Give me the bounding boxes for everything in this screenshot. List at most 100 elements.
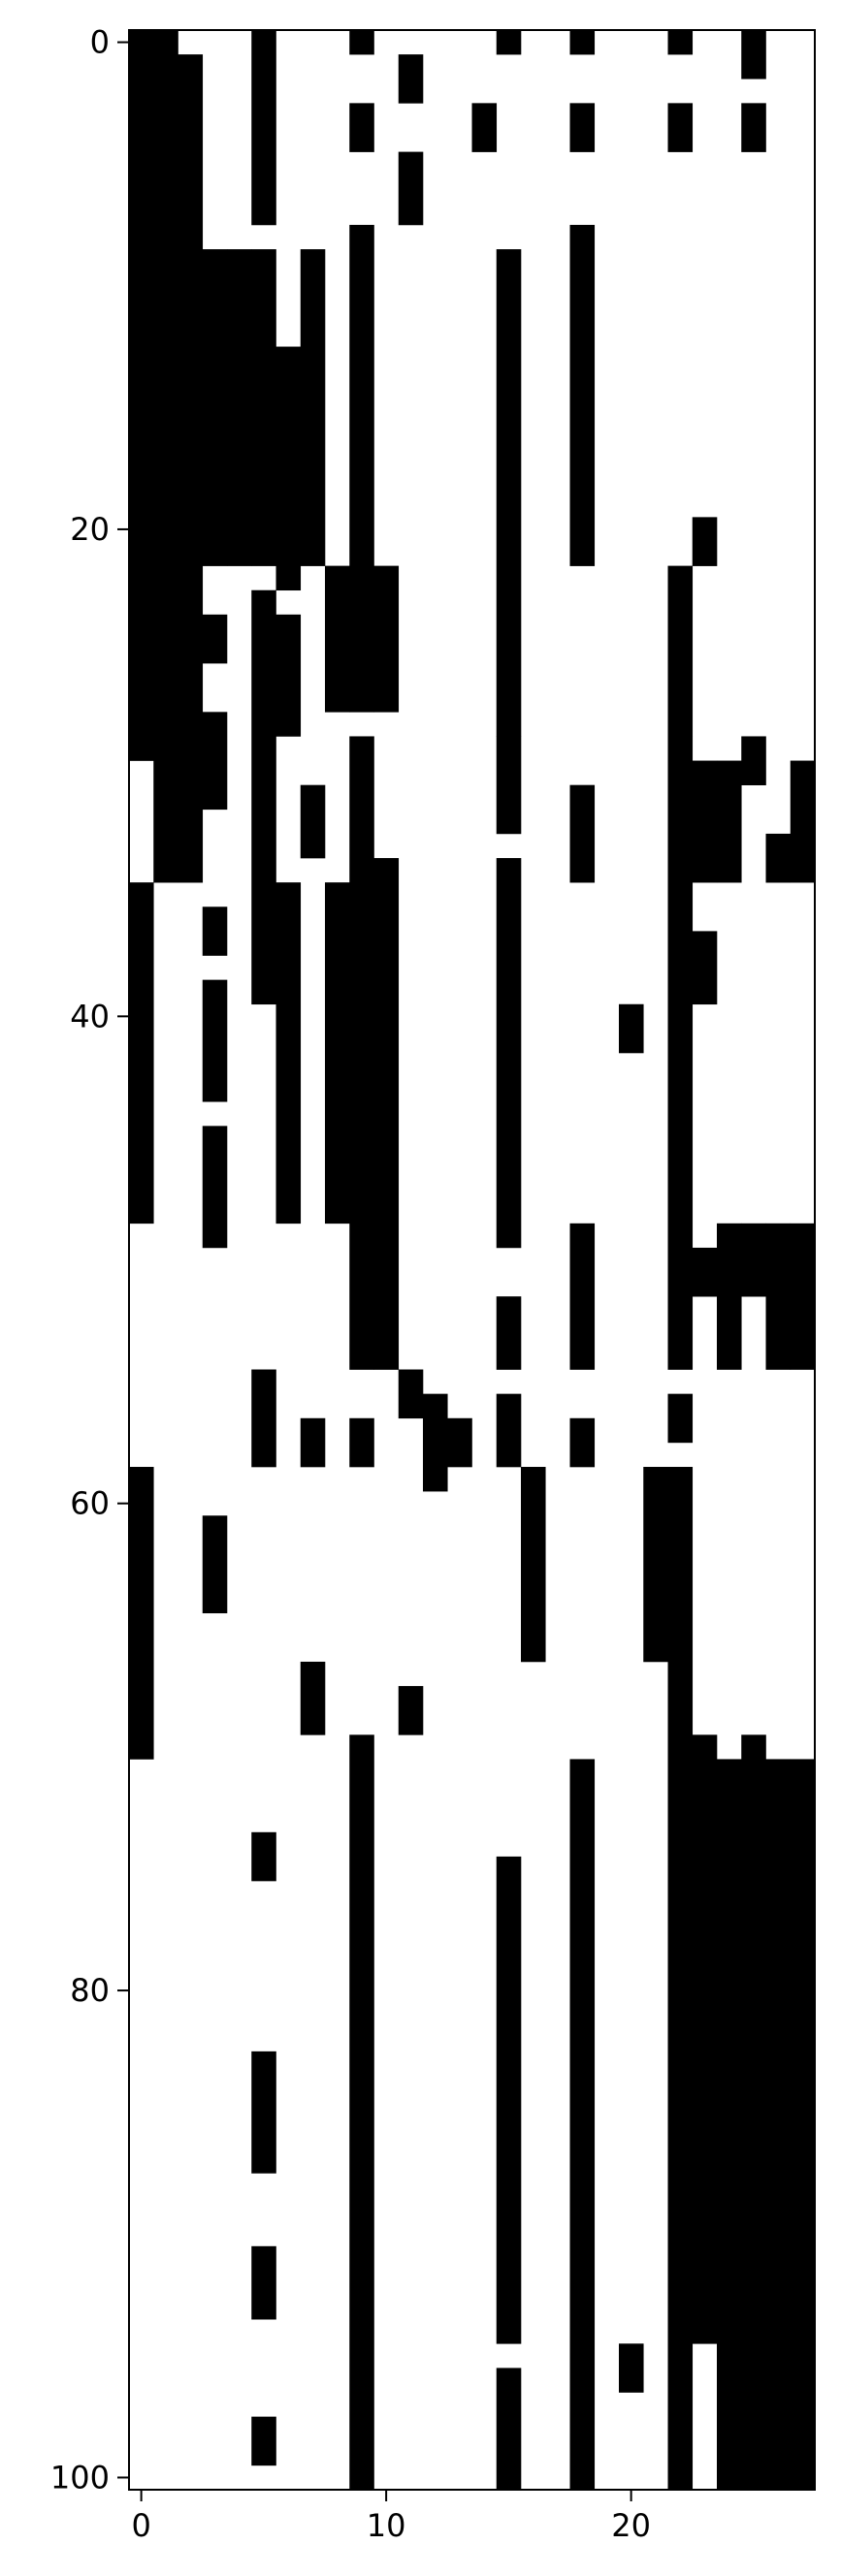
heatmap-cell-run xyxy=(496,30,522,55)
heatmap-cell-run xyxy=(790,1759,816,2491)
x-tick-label: 10 xyxy=(367,2507,406,2544)
heatmap-cell-run xyxy=(717,1759,742,2491)
heatmap-cell-run xyxy=(765,833,792,883)
heatmap-cell-run xyxy=(153,30,178,883)
heatmap-cell-run xyxy=(717,1223,742,1370)
heatmap-cell-run xyxy=(790,760,816,883)
heatmap-cell-run xyxy=(275,346,302,591)
heatmap-cell-run xyxy=(251,2245,276,2320)
heatmap-cell-run xyxy=(569,784,596,883)
heatmap-cell-run xyxy=(373,565,400,713)
heatmap-cell-run xyxy=(741,1734,766,2491)
heatmap-cell-run xyxy=(227,249,252,566)
heatmap-cell-run xyxy=(202,249,228,566)
heatmap-cell-run xyxy=(202,906,228,956)
heatmap-cell-run xyxy=(300,784,326,859)
heatmap-cell-run xyxy=(569,1223,596,1370)
heatmap-cell-run xyxy=(202,979,228,1102)
heatmap-cell-run xyxy=(275,882,302,1224)
heatmap-cell-run xyxy=(300,249,326,566)
heatmap-cell-run xyxy=(667,103,694,152)
plot-frame xyxy=(128,29,816,2491)
heatmap-cell-run xyxy=(496,1393,522,1468)
x-tick-label: 0 xyxy=(131,2507,150,2544)
heatmap-cell-run xyxy=(349,30,374,55)
heatmap-cell-run xyxy=(251,2416,276,2466)
heatmap-cell-run xyxy=(619,2343,644,2393)
y-tick-label: 0 xyxy=(90,24,110,61)
heatmap-cell-run xyxy=(178,54,204,883)
heatmap-cell-run xyxy=(202,1515,228,1614)
heatmap-cell-run xyxy=(325,882,350,1224)
x-axis: 0 10 20 xyxy=(131,2490,651,2544)
heatmap-cell-run xyxy=(471,103,498,152)
heatmap-cell-run xyxy=(667,1393,694,1444)
heatmap-cell-run xyxy=(569,224,596,566)
heatmap-cell-run xyxy=(569,1417,596,1468)
heatmap-cell-run xyxy=(398,1686,424,1735)
heatmap-cell-run xyxy=(129,30,154,761)
heatmap-cell-run xyxy=(692,1247,718,1297)
heatmap-cell-run xyxy=(569,103,596,152)
heatmap-cells xyxy=(129,30,816,2491)
heatmap-cell-run xyxy=(496,736,522,835)
heatmap-cell-run xyxy=(300,1661,326,1735)
heatmap-cell-run xyxy=(569,1759,596,2491)
heatmap-cell-run xyxy=(373,858,400,1370)
heatmap-cell-run xyxy=(496,1296,522,1370)
heatmap-cell-run xyxy=(251,589,276,1005)
heatmap-cell-run xyxy=(790,1223,816,1370)
heatmap-cell-run xyxy=(325,565,350,713)
heatmap-cell-run xyxy=(129,1467,154,1760)
heatmap-cell-run xyxy=(692,760,718,883)
heatmap-cell-run xyxy=(202,1126,228,1249)
heatmap-cell-run xyxy=(667,736,694,1370)
heatmap-cell-run xyxy=(619,1003,644,1054)
heatmap-cell-run xyxy=(349,103,374,152)
heatmap-cell-run xyxy=(765,1223,792,1370)
heatmap-cell-run xyxy=(667,30,694,55)
heatmap-cell-run xyxy=(251,1369,276,1468)
heatmap-cell-run xyxy=(667,565,694,737)
heatmap-cell-run xyxy=(765,1759,792,2491)
heatmap-cell-run xyxy=(741,103,766,152)
heatmap-cell-run xyxy=(275,614,302,737)
heatmap-cell-run xyxy=(349,1417,374,1468)
heatmap-cell-run xyxy=(741,1223,766,1297)
heatmap-cell-run xyxy=(717,760,742,883)
heatmap-cell-run xyxy=(398,151,424,226)
heatmap-cell-run xyxy=(667,1467,694,2491)
y-axis: 0 20 40 60 80 100 xyxy=(50,24,129,2496)
y-tick-label: 80 xyxy=(70,1972,110,2009)
heatmap-cell-run xyxy=(202,712,228,811)
heatmap-cell-run xyxy=(643,1467,668,1663)
heatmap-cell-run xyxy=(569,30,596,55)
heatmap-cell-run xyxy=(496,858,522,1249)
heatmap-cell-run xyxy=(741,30,766,80)
heatmap-cell-run xyxy=(521,1467,546,1663)
heatmap-cell-run xyxy=(496,2368,522,2491)
heatmap-cell-run xyxy=(398,54,424,104)
heatmap-cell-run xyxy=(251,249,276,566)
heatmap-cell-run xyxy=(129,882,154,1224)
heatmap-cell-run xyxy=(251,2051,276,2174)
heatmap-cell-run xyxy=(692,1734,718,2344)
heatmap-cell-run xyxy=(349,1734,374,2491)
heatmap-cell-run xyxy=(251,1831,276,1882)
heatmap-cell-run xyxy=(349,736,374,1370)
heatmap-cell-run xyxy=(447,1417,472,1468)
y-tick-label: 40 xyxy=(70,998,110,1034)
heatmap-cell-run xyxy=(692,931,718,1005)
heatmap-cell-run xyxy=(692,517,718,566)
heatmap-cell-run xyxy=(496,249,522,737)
heatmap-cell-run xyxy=(349,224,374,713)
heatmap-cell-run xyxy=(423,1393,448,1492)
heatmap-cell-run xyxy=(398,1369,424,1419)
y-tick-label: 100 xyxy=(50,2459,110,2496)
heatmap-cell-run xyxy=(300,1417,326,1468)
heatmap-cell-run xyxy=(251,30,276,226)
heatmap-cell-run xyxy=(496,1856,522,2344)
heatmap-cell-run xyxy=(741,736,766,785)
y-tick-label: 20 xyxy=(70,511,110,548)
